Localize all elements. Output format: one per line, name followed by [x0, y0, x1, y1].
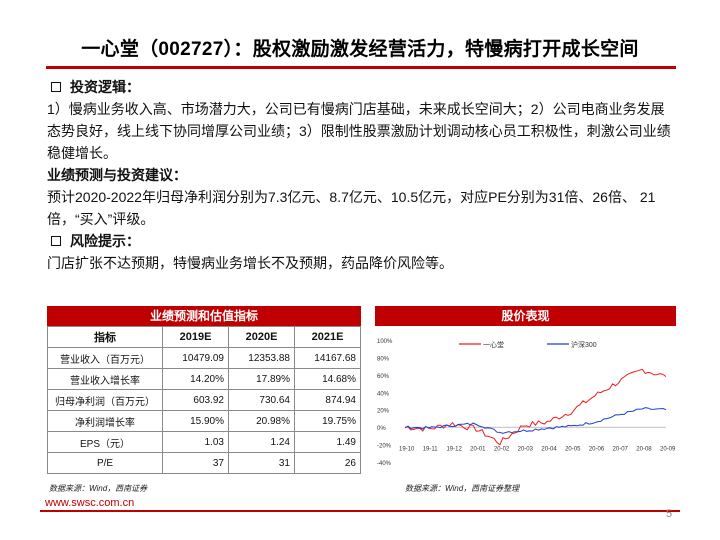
table-cell: 17.89%	[228, 368, 295, 390]
col-header: 指标	[47, 326, 163, 348]
table-row: 净利润增长率 15.90% 20.98% 19.75%	[47, 410, 361, 432]
square-bullet-icon	[51, 236, 61, 246]
col-header: 2019E	[162, 326, 229, 348]
y-tick-label: 80%	[377, 356, 390, 362]
row-label: 净利润增长率	[47, 410, 163, 432]
table-cell: 20.98%	[228, 410, 295, 432]
table-source: 数据来源：Wind，西南证券	[49, 484, 148, 493]
square-bullet-icon	[51, 82, 61, 92]
legend-label: 沪深300	[571, 340, 597, 349]
row-label: 归母净利润（百万元）	[47, 389, 163, 411]
table-row: EPS（元） 1.03 1.24 1.49	[47, 431, 361, 453]
forecast-heading: 业绩预测与投资建议：	[47, 167, 187, 183]
table-cell: 37	[162, 452, 229, 474]
legend-label: 一心堂	[483, 340, 504, 349]
row-label: 营业收入（百万元）	[47, 347, 163, 369]
y-tick-label: -40%	[377, 461, 392, 467]
table-cell: 14.68%	[294, 368, 361, 390]
footer-divider	[40, 510, 680, 512]
y-tick-label: 20%	[377, 409, 390, 415]
x-tick-label: 19-12	[446, 447, 462, 453]
table-cell: 1.24	[228, 431, 295, 453]
table-cell: 603.92	[162, 389, 229, 411]
table-cell: 1.03	[162, 431, 229, 453]
risk-label: 风险提示：	[70, 233, 140, 249]
x-tick-label: 20-08	[636, 447, 652, 453]
x-tick-label: 19-11	[423, 447, 439, 453]
table-cell: 14167.68	[294, 347, 361, 369]
table-title: 业绩预测和估值指标	[47, 306, 361, 326]
website-url[interactable]: www.swsc.com.cn	[45, 497, 135, 509]
table-cell: 19.75%	[294, 410, 361, 432]
page-title: 一心堂（002727）：股权激励激发经营活力，特慢病打开成长空间	[81, 39, 639, 60]
table-cell: 14.20%	[162, 368, 229, 390]
risk-heading: 风险提示：	[47, 230, 677, 252]
table-row: 营业收入（百万元） 10479.09 12353.88 14167.68	[47, 347, 361, 369]
table-cell: 26	[294, 452, 361, 474]
invest-logic-heading: 投资逻辑：	[47, 76, 677, 98]
y-tick-label: 0%	[377, 426, 386, 432]
table-cell: 1.49	[294, 431, 361, 453]
x-tick-label: 20-09	[660, 447, 676, 453]
y-tick-label: 60%	[377, 374, 390, 380]
x-tick-label: 20-05	[565, 447, 581, 453]
forecast-table: 指标 2019E 2020E 2021E 营业收入（百万元） 10479.09 12…	[47, 326, 361, 474]
title-divider	[46, 66, 676, 69]
row-label: 营业收入增长率	[47, 368, 163, 390]
col-header: 2021E	[294, 326, 361, 348]
table-cell: 15.90%	[162, 410, 229, 432]
x-tick-label: 20-04	[541, 447, 557, 453]
main-text: 投资逻辑： 1）慢病业务收入高、市场潜力大，公司已有慢病门店基础，未来成长空间大…	[47, 76, 677, 274]
x-tick-label: 20-06	[589, 447, 605, 453]
series-line-hs300	[404, 407, 667, 434]
x-tick-label: 19-10	[399, 447, 415, 453]
y-tick-label: 40%	[377, 391, 390, 397]
table-cell: 31	[228, 452, 295, 474]
table-cell: 730.64	[228, 389, 295, 411]
row-label: P/E	[47, 452, 163, 474]
forecast-text: 预计2020-2022年归母净利润分别为7.3亿元、8.7亿元、10.5亿元，对…	[47, 189, 656, 227]
table-row: 营业收入增长率 14.20% 17.89% 14.68%	[47, 368, 361, 390]
risk-text: 门店扩张不达预期，特慢病业务增长不及预期，药品降价风险等。	[47, 255, 453, 271]
chart-source: 数据来源：Wind，西南证券整理	[405, 484, 520, 493]
forecast-table-panel: 业绩预测和估值指标 指标 2019E 2020E 2021E 营业收入（百万元）…	[47, 306, 361, 474]
invest-logic-label: 投资逻辑：	[70, 79, 140, 95]
x-tick-label: 20-02	[494, 447, 510, 453]
series-line-yixintang	[404, 368, 667, 446]
invest-logic-text: 1）慢病业务收入高、市场潜力大，公司已有慢病门店基础，未来成长空间大；2）公司电…	[47, 101, 671, 161]
page-number: 5	[666, 508, 673, 520]
table-cell: 10479.09	[162, 347, 229, 369]
table-cell: 12353.88	[228, 347, 295, 369]
row-label: EPS（元）	[47, 431, 163, 453]
stock-chart-panel: 股价表现 100% 80% 60% 40% 20% 0% -20% -40% 19-10 19-1…	[375, 306, 676, 488]
x-tick-label: 20-07	[613, 447, 629, 453]
chart-title: 股价表现	[375, 306, 676, 326]
table-header-row: 指标 2019E 2020E 2021E	[47, 326, 361, 348]
stock-price-chart: 100% 80% 60% 40% 20% 0% -20% -40% 19-10 19-11 19-1…	[377, 339, 676, 467]
table-row: 归母净利润（百万元） 603.92 730.64 874.94	[47, 389, 361, 411]
x-tick-label: 20-01	[470, 447, 486, 453]
y-tick-label: 100%	[377, 339, 393, 345]
table-row: P/E 37 31 26	[47, 452, 361, 474]
table-cell: 874.94	[294, 389, 361, 411]
x-tick-label: 20-03	[518, 447, 534, 453]
col-header: 2020E	[228, 326, 295, 348]
y-tick-label: -20%	[377, 444, 392, 450]
